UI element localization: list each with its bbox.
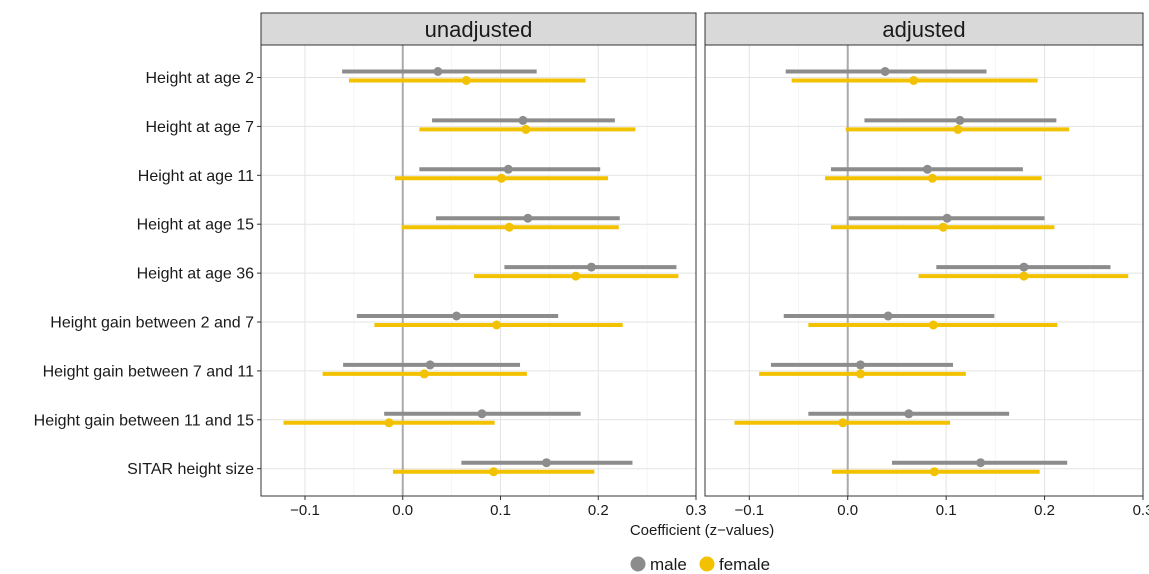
x-tick-label: −0.1 [290, 502, 320, 519]
point-female [838, 418, 848, 428]
y-category-label: Height gain between 2 and 7 [50, 315, 254, 332]
legend-key-female [699, 556, 715, 572]
point-female [384, 418, 394, 428]
plot-background [705, 45, 1143, 496]
panel-border [704, 44, 1144, 497]
x-tick-label: 0.0 [392, 502, 413, 519]
point-female [1019, 271, 1029, 281]
point-female [419, 369, 429, 379]
y-category-label: Height gain between 11 and 15 [34, 412, 254, 429]
point-female [929, 467, 939, 477]
point-female [504, 222, 514, 232]
point-female [492, 320, 502, 330]
point-male [433, 67, 443, 76]
point-male [955, 115, 965, 125]
x-tick-label: 0.2 [588, 502, 609, 519]
point-male [523, 213, 533, 223]
panel-border [260, 44, 697, 497]
point-male [518, 115, 528, 125]
plot-background [261, 45, 696, 496]
y-category-label: Height at age 11 [138, 168, 254, 185]
point-male [586, 262, 596, 272]
y-category-label: SITAR height size [127, 461, 254, 478]
legend-label-female: female [719, 555, 770, 574]
point-male [942, 213, 952, 223]
y-category-label: Height at age 36 [137, 266, 255, 283]
y-category-label: Height at age 15 [137, 217, 255, 234]
x-tick-label: −0.1 [734, 502, 764, 519]
point-male [452, 311, 462, 321]
y-category-label: Height at age 2 [145, 70, 254, 87]
x-tick-label: 0.1 [936, 502, 957, 519]
point-female [856, 369, 866, 379]
point-female [496, 173, 506, 183]
point-male [1019, 262, 1029, 272]
panel-title: adjusted [882, 17, 965, 42]
panel-title: unadjusted [425, 17, 533, 42]
point-male [976, 458, 986, 468]
point-female [928, 320, 938, 330]
x-tick-label: 0.3 [686, 502, 707, 519]
point-male [904, 409, 914, 419]
point-male [856, 360, 866, 370]
point-female [521, 124, 531, 134]
x-tick-label: 0.0 [837, 502, 858, 519]
point-female [489, 467, 499, 477]
point-female [953, 124, 963, 134]
point-male [503, 164, 513, 174]
point-female [938, 222, 948, 232]
point-male [425, 360, 435, 370]
point-male [477, 409, 487, 419]
panel-strip [704, 12, 1144, 46]
y-category-label: Height at age 7 [145, 119, 254, 136]
point-male [922, 164, 932, 174]
point-female [927, 173, 937, 183]
point-female [571, 271, 581, 281]
point-male [541, 458, 551, 468]
legend-label-male: male [650, 555, 687, 574]
x-tick-label: 0.1 [490, 502, 511, 519]
x-tick-label: 0.2 [1034, 502, 1055, 519]
point-female [461, 76, 471, 85]
panel-strip [260, 12, 697, 46]
y-category-label: Height gain between 7 and 11 [43, 363, 255, 380]
point-male [883, 311, 893, 321]
legend-key-male [630, 556, 646, 572]
point-male [880, 67, 890, 76]
x-axis-title: Coefficient (z−values) [630, 522, 774, 539]
point-female [909, 76, 919, 85]
x-tick-label: 0.3 [1133, 502, 1149, 519]
